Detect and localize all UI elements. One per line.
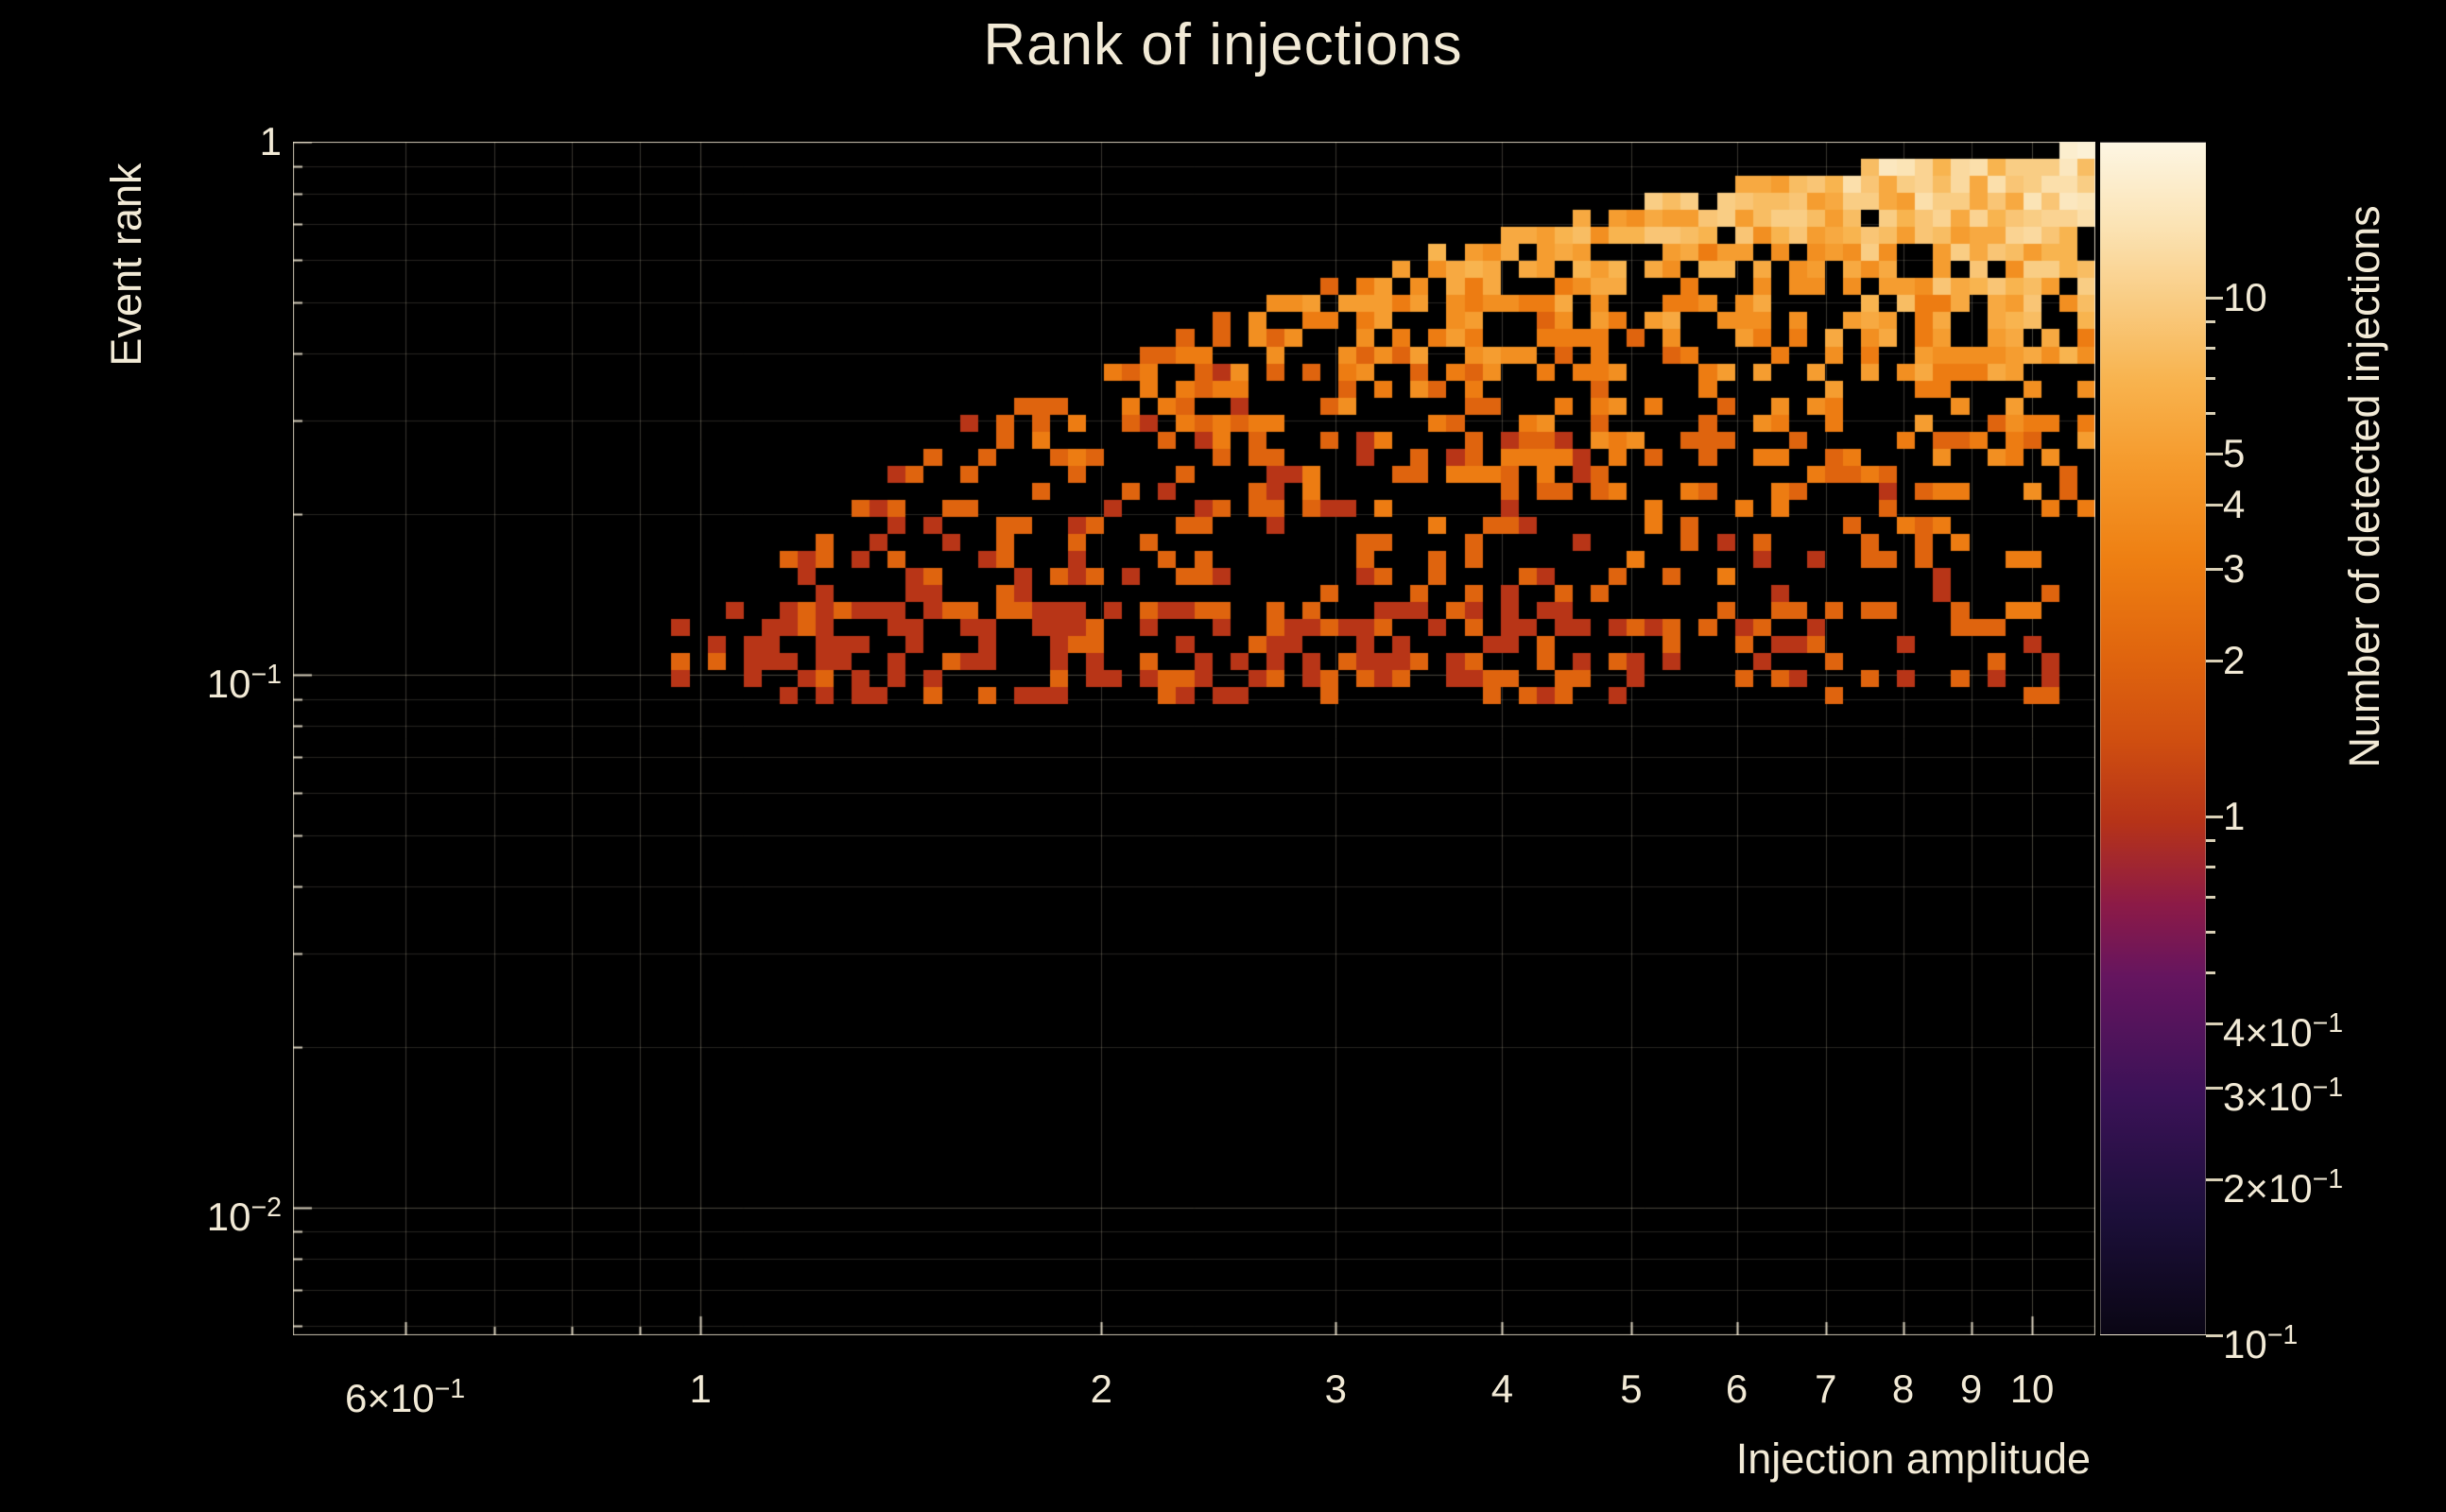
colorbar-tick: [2206, 930, 2215, 934]
x-tick-label: 4: [1490, 1366, 1514, 1411]
colorbar-tick: [2206, 866, 2215, 869]
x-tick-label: 5: [1620, 1366, 1643, 1411]
x-tick-label: 9: [1959, 1366, 1983, 1411]
colorbar-tick-label: 2: [2223, 637, 2246, 682]
colorbar-tick: [2206, 659, 2223, 662]
colorbar-tick: [2206, 1334, 2223, 1337]
colorbar-tick-label: 3: [2223, 546, 2246, 592]
y-axis-title: Event rank: [102, 163, 150, 367]
x-tick-label: 8: [1891, 1366, 1915, 1411]
x-tick-label: 3: [1324, 1366, 1348, 1411]
x-tick-label: 6×10−1: [344, 1374, 466, 1420]
x-tick-label: 1: [689, 1366, 712, 1411]
colorbar-tick: [2206, 377, 2215, 381]
y-tick-label: 1: [259, 119, 282, 163]
colorbar-tick: [2206, 297, 2223, 301]
colorbar-tick: [2206, 347, 2215, 351]
colorbar-tick-label: 2×10−1: [2223, 1163, 2344, 1211]
colorbar-tick-label: 1: [2223, 794, 2246, 839]
x-tick-label: 2: [1090, 1366, 1112, 1411]
y-tick-label: 10−2: [206, 1192, 282, 1239]
colorbar-tick-label: 4×10−1: [2223, 1007, 2344, 1055]
colorbar-tick-label: 10: [2223, 275, 2267, 320]
colorbar-tick: [2206, 320, 2215, 324]
colorbar-tick-label: 5: [2223, 431, 2246, 476]
colorbar-tick: [2206, 1087, 2223, 1091]
colorbar-tick: [2206, 971, 2215, 975]
colorbar-tick-label: 10−1: [2223, 1320, 2299, 1366]
colorbar-tick: [2206, 503, 2223, 507]
x-tick-label: 10: [2009, 1366, 2055, 1411]
colorbar-tick: [2206, 1022, 2223, 1025]
colorbar-tick: [2206, 1177, 2223, 1181]
colorbar-tick: [2206, 816, 2223, 819]
colorbar-tick-label: 3×10−1: [2223, 1073, 2344, 1120]
colorbar-tick: [2206, 568, 2223, 572]
heatmap-canvas: [293, 142, 2095, 1335]
x-axis-title: Injection amplitude: [1735, 1435, 2091, 1483]
colorbar-title: Number of detected injections: [2340, 205, 2388, 768]
colorbar-tick: [2206, 453, 2223, 456]
y-tick-label: 10−1: [206, 659, 282, 706]
x-tick-label: 7: [1815, 1366, 1837, 1411]
colorbar-tick-label: 4: [2223, 481, 2246, 526]
colorbar-gradient: [2100, 142, 2206, 1335]
colorbar-tick: [2206, 839, 2215, 843]
colorbar-tick: [2206, 411, 2215, 415]
x-tick-label: 6: [1725, 1366, 1748, 1411]
chart-title: Rank of injections: [983, 12, 1463, 77]
colorbar-tick: [2206, 896, 2215, 900]
